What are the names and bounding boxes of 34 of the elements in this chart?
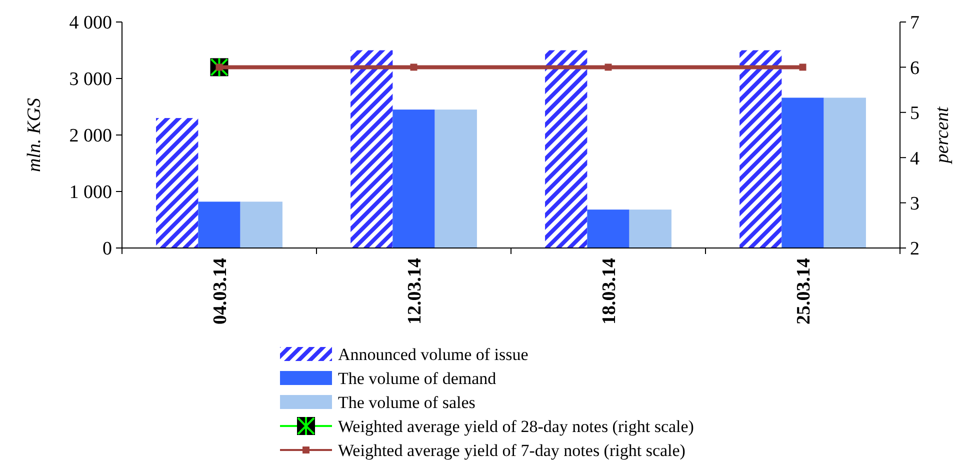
bar <box>587 210 630 248</box>
x-tick-label: 25.03.14 <box>793 258 814 324</box>
legend-label: Weighted average yield of 7-day notes (right scale) <box>338 440 686 460</box>
x-tick-label: 12.03.14 <box>404 258 426 324</box>
y2-tick-label: 7 <box>910 12 920 34</box>
bar <box>782 98 824 248</box>
y2-tick-label: 4 <box>910 148 920 170</box>
y-axis-title: mln. KGS <box>24 98 45 172</box>
bar <box>156 118 198 248</box>
bar <box>198 202 240 248</box>
bar <box>434 110 477 248</box>
y2-tick-label: 5 <box>910 103 920 124</box>
bar <box>545 50 588 248</box>
y2-tick-label: 3 <box>910 193 920 214</box>
bar <box>350 50 393 248</box>
bar <box>240 202 282 248</box>
legend-label: Weighted average yield of 28-day notes (right scale) <box>338 416 694 436</box>
y-tick-label: 4 000 <box>69 12 112 34</box>
legend-label: The volume of sales <box>338 392 476 412</box>
x-tick-label: 18.03.14 <box>598 258 620 324</box>
bar <box>392 110 435 248</box>
y2-tick-label: 2 <box>910 238 920 260</box>
y2-tick-label: 6 <box>910 58 920 79</box>
legend-label: The volume of demand <box>338 368 497 388</box>
bar <box>740 50 782 248</box>
y-tick-label: 2 000 <box>69 126 112 147</box>
bar <box>824 98 866 248</box>
bar <box>629 210 672 248</box>
y2-axis-title: percent <box>932 106 953 166</box>
legend-label: Announced volume of issue <box>338 344 528 364</box>
y-tick-label: 0 <box>102 238 112 260</box>
y-tick-label: 3 000 <box>69 69 112 90</box>
x-tick-label: 04.03.14 <box>210 258 231 324</box>
y-tick-label: 1 000 <box>69 182 112 204</box>
